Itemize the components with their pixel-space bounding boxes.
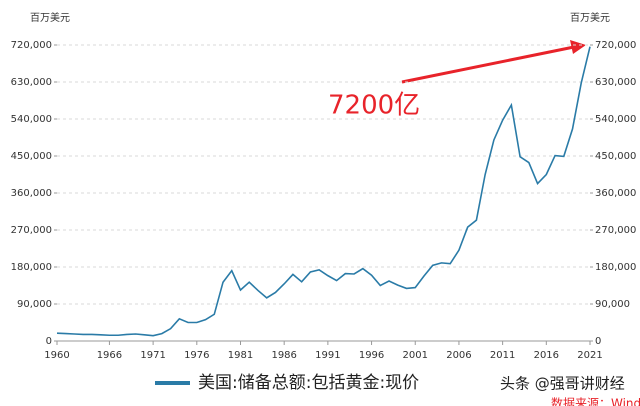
annotation: 7200亿 (328, 91, 420, 121)
y-tick-label: 630,000 (11, 77, 52, 88)
y2-tick-label: 540,000 (595, 114, 636, 125)
y-axis-label: 百万美元 (30, 11, 70, 24)
y2-tick-label: 360,000 (595, 188, 636, 199)
y2-tick-label: 450,000 (595, 151, 636, 162)
x-tick-label: 1976 (184, 350, 209, 361)
y2-tick-label: 180,000 (595, 262, 636, 273)
annotation-arrow (401, 45, 575, 84)
x-tick-label: 2021 (577, 350, 602, 361)
x-tick-label: 1971 (140, 350, 165, 361)
x-tick-label: 2006 (446, 350, 471, 361)
x-tick-label: 1981 (228, 350, 253, 361)
y2-axis-label: 百万美元 (570, 11, 610, 24)
x-tick-label: 1991 (315, 350, 340, 361)
arrow-head (570, 40, 586, 54)
y-tick-label: 360,000 (11, 188, 52, 199)
x-tick-label: 2011 (490, 350, 515, 361)
y-tick-label: 180,000 (11, 262, 52, 273)
y2-tick-label: 270,000 (595, 225, 636, 236)
x-tick-label: 1996 (359, 350, 384, 361)
legend-label: 美国:储备总额:包括黄金:现价 (198, 373, 419, 393)
y2-tick-label: 720,000 (595, 40, 636, 51)
y-tick-label: 540,000 (11, 114, 52, 125)
y-tick-label: 90,000 (17, 299, 52, 310)
x-tick-label: 1960 (44, 350, 69, 361)
y-tick-label: 720,000 (11, 40, 52, 51)
y2-tick-label: 630,000 (595, 77, 636, 88)
data-line (56, 46, 591, 337)
source: 数据来源：Wind (551, 396, 640, 406)
watermark: 头条 @强哥讲财经 (500, 375, 625, 393)
x-tick-label: 1986 (271, 350, 296, 361)
x-tick-label: 1966 (97, 350, 122, 361)
y2-tick-label: 90,000 (595, 299, 630, 310)
x-tick-label: 2001 (403, 350, 428, 361)
y-tick-label: 450,000 (11, 151, 52, 162)
y-tick-label: 0 (46, 336, 52, 347)
y2-tick-label: 0 (595, 336, 601, 347)
x-tick-label: 2016 (534, 350, 559, 361)
y-tick-label: 270,000 (11, 225, 52, 236)
